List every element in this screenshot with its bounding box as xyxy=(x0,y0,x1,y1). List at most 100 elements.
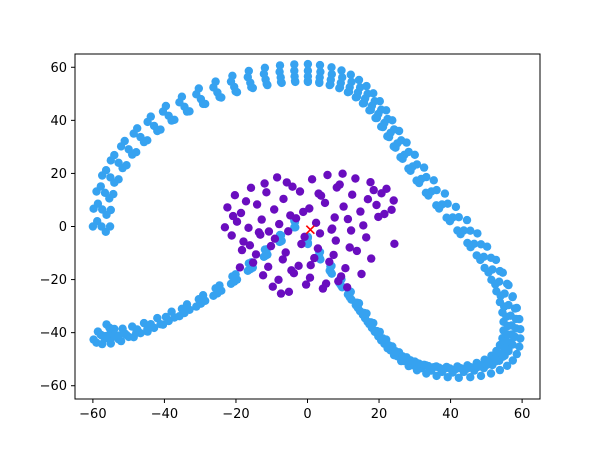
ring-point xyxy=(93,199,103,208)
cluster-point xyxy=(235,263,245,272)
ring-point xyxy=(454,213,463,222)
ring-point xyxy=(139,318,149,328)
ring-point xyxy=(105,194,114,203)
cluster-point xyxy=(339,202,348,211)
cluster-point xyxy=(287,266,296,275)
ring-point xyxy=(372,326,382,336)
cluster-point xyxy=(356,207,365,216)
ring-point xyxy=(503,330,512,339)
ring-point xyxy=(515,342,524,351)
cluster-point xyxy=(270,205,279,214)
ring-point xyxy=(510,304,520,313)
x-tick-label: −40 xyxy=(151,407,178,422)
ring-point xyxy=(167,116,176,125)
cluster-point xyxy=(294,261,303,270)
ring-point xyxy=(231,270,240,279)
ring-point xyxy=(194,84,203,93)
cluster-point xyxy=(260,179,269,188)
ring-point xyxy=(456,364,465,373)
ring-point xyxy=(500,302,509,311)
cluster-point xyxy=(306,261,315,270)
ring-point xyxy=(414,359,424,368)
cluster-point xyxy=(380,209,389,219)
cluster-point xyxy=(278,255,287,264)
cluster-point xyxy=(266,241,276,251)
cluster-point xyxy=(305,273,315,282)
ring-point xyxy=(406,166,415,175)
x-tick-label: 20 xyxy=(371,407,388,422)
ring-point xyxy=(352,298,362,307)
ring-point xyxy=(456,230,465,239)
cluster-point xyxy=(223,203,232,212)
y-tick-label: 60 xyxy=(50,61,67,76)
ring-point xyxy=(384,132,394,142)
cluster-point xyxy=(245,241,255,250)
ring-point xyxy=(473,229,482,238)
ring-point xyxy=(182,300,192,309)
ring-point xyxy=(260,63,270,72)
cluster-point xyxy=(372,200,381,210)
ring-point xyxy=(454,373,463,382)
ring-point xyxy=(359,308,369,318)
x-tick-label: 60 xyxy=(514,407,531,422)
ring-point xyxy=(429,176,438,185)
ring-point xyxy=(398,352,407,361)
ring-point xyxy=(228,71,237,81)
cluster-point xyxy=(390,239,399,248)
ring-point xyxy=(362,81,371,91)
cluster-point xyxy=(239,237,248,246)
cluster-point xyxy=(346,226,356,235)
ring-point xyxy=(247,83,256,92)
cluster-point xyxy=(291,214,301,223)
ring-point xyxy=(391,347,400,356)
ring-point xyxy=(424,361,433,371)
ring-point xyxy=(290,76,300,86)
cluster-point xyxy=(362,233,371,242)
cluster-point xyxy=(244,223,253,232)
ring-point xyxy=(394,126,404,136)
y-tick-label: −60 xyxy=(40,379,67,394)
ring-point xyxy=(391,143,400,152)
ring-point xyxy=(491,280,500,289)
x-tick-label: −20 xyxy=(222,407,249,422)
cluster-point xyxy=(295,187,305,196)
cluster-point xyxy=(343,214,353,224)
ring-point xyxy=(102,320,111,329)
cluster-point xyxy=(345,243,354,252)
ring-point xyxy=(486,369,496,378)
ring-point xyxy=(484,268,493,277)
ring-point xyxy=(508,292,517,302)
ring-point xyxy=(101,227,111,236)
ring-point xyxy=(462,215,472,225)
cluster-point xyxy=(270,234,280,243)
ring-point xyxy=(502,312,511,321)
ring-point xyxy=(502,361,512,370)
cluster-point xyxy=(284,287,294,296)
ring-point xyxy=(110,178,119,187)
ring-point xyxy=(102,210,111,219)
cluster-point xyxy=(300,232,309,241)
y-tick-label: −20 xyxy=(40,273,67,288)
ring-point xyxy=(315,77,324,87)
ring-point xyxy=(382,106,391,115)
ring-point xyxy=(388,116,397,125)
ring-point xyxy=(451,202,461,212)
cluster-point xyxy=(279,194,288,204)
ring-point xyxy=(466,363,475,372)
ring-point xyxy=(177,92,187,101)
cluster-point xyxy=(359,221,368,230)
cluster-point xyxy=(329,250,338,260)
ring-point xyxy=(445,217,455,226)
ring-point xyxy=(354,75,364,85)
ring-point xyxy=(466,373,475,382)
cluster-point xyxy=(338,169,347,178)
y-axis: −60 −40 −20 0 20 40 60 xyxy=(40,61,75,394)
cluster-point xyxy=(348,190,357,199)
ring-point xyxy=(133,124,142,133)
cluster-point xyxy=(367,254,376,263)
cluster-point xyxy=(366,178,375,187)
ring-point xyxy=(491,354,500,363)
cluster-point xyxy=(377,189,386,198)
cluster-point xyxy=(315,229,325,238)
